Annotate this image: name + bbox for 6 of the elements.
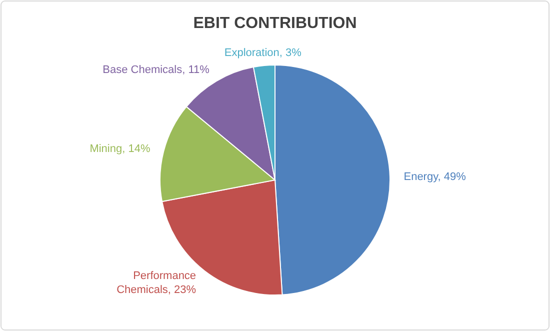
slice-label: Mining, 14%	[90, 142, 150, 155]
chart-title: EBIT CONTRIBUTION	[193, 15, 357, 32]
slice-label: Exploration, 3%	[224, 46, 302, 59]
slice-label: Performance Chemicals, 23%	[116, 270, 196, 296]
slice-label: Base Chemicals, 11%	[102, 64, 210, 76]
slice-label: Energy, 49%	[404, 170, 466, 183]
